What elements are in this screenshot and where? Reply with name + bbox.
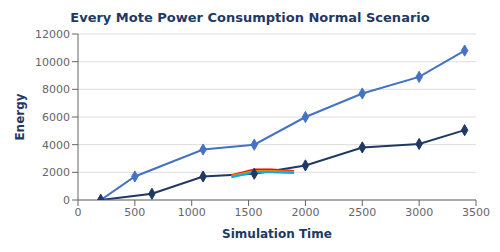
svg-text:Energy: Energy xyxy=(13,93,27,140)
svg-text:0: 0 xyxy=(63,194,70,207)
svg-text:3500: 3500 xyxy=(462,206,490,219)
svg-text:8000: 8000 xyxy=(42,83,70,96)
svg-text:Simulation Time: Simulation Time xyxy=(222,227,332,241)
html-text:Every Mote Power Consumption N: Every Mote Power Consumption Normal Scen… xyxy=(70,10,430,25)
svg-text:0: 0 xyxy=(75,206,82,219)
svg-text:1500: 1500 xyxy=(235,206,263,219)
svg-text:6000: 6000 xyxy=(42,111,70,124)
svg-text:1000: 1000 xyxy=(178,206,206,219)
svg-text:4000: 4000 xyxy=(42,139,70,152)
svg-text:2500: 2500 xyxy=(348,206,376,219)
svg-text:10000: 10000 xyxy=(35,56,70,69)
svg-text:12000: 12000 xyxy=(35,28,70,41)
svg-text:3000: 3000 xyxy=(405,206,433,219)
svg-text:2000: 2000 xyxy=(42,166,70,179)
svg-text:2000: 2000 xyxy=(291,206,319,219)
svg-text:500: 500 xyxy=(124,206,145,219)
